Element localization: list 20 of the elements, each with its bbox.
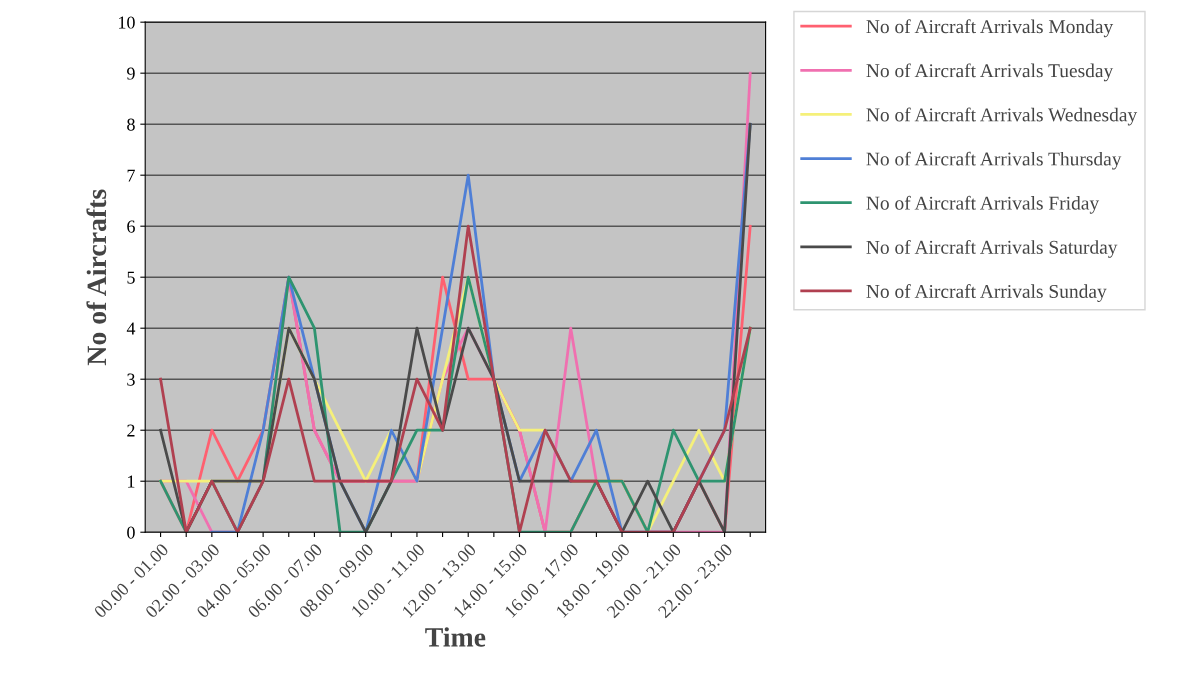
- y-tick-label: 10: [119, 16, 135, 29]
- legend-label: No of Aircraft Arrivals Thursday: [866, 151, 1122, 170]
- y-axis-title: No of Aircrafts: [86, 189, 107, 366]
- y-tick-label: 2: [127, 424, 135, 437]
- legend-label: No of Aircraft Arrivals Friday: [866, 195, 1100, 214]
- y-tick-label: 4: [126, 322, 136, 335]
- y-tick-label: 9: [127, 67, 135, 80]
- y-tick-label: 8: [127, 118, 135, 131]
- y-tick-label: 5: [127, 271, 135, 284]
- x-axis-title: Time: [425, 627, 486, 647]
- y-tick-label: 3: [127, 373, 135, 386]
- legend-label: No of Aircraft Arrivals Saturday: [866, 239, 1118, 258]
- y-tick-label: 0: [127, 526, 135, 539]
- legend-label: No of Aircraft Arrivals Tuesday: [866, 63, 1114, 82]
- legend-label: No of Aircraft Arrivals Monday: [866, 19, 1114, 38]
- y-tick-label: 6: [127, 220, 135, 233]
- legend-label: No of Aircraft Arrivals Sunday: [866, 284, 1107, 302]
- y-tick-label: 1: [128, 475, 135, 488]
- y-tick-label: 7: [127, 169, 135, 182]
- legend-label: No of Aircraft Arrivals Wednesday: [866, 107, 1138, 126]
